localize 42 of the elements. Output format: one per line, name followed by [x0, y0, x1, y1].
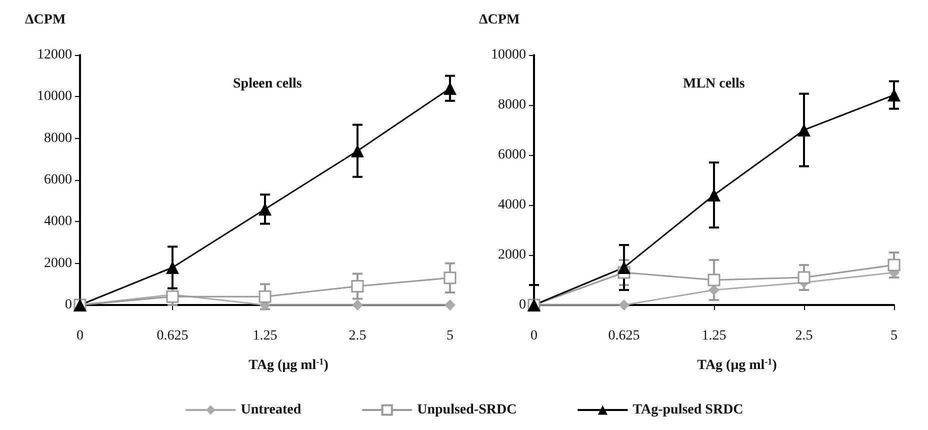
- x-tick-label: 0: [530, 328, 538, 344]
- y-tick-label: 4000: [498, 198, 526, 212]
- point: [258, 202, 272, 216]
- legend-label: Untreated: [240, 402, 302, 418]
- x-tick-label: 1.25: [252, 328, 278, 344]
- x-tick-label: 5: [446, 328, 454, 344]
- point: [166, 290, 179, 303]
- y-tick-label: 0: [65, 298, 72, 312]
- point: [708, 284, 720, 296]
- point: [352, 300, 363, 310]
- point: [444, 272, 456, 284]
- point: [444, 300, 456, 310]
- x-tick-label: 0: [76, 328, 84, 344]
- y-tick-label: 8000: [44, 130, 72, 146]
- y-tick-label: 0: [519, 298, 526, 312]
- y-axis-title: ΔCPM: [479, 12, 520, 28]
- y-tick-label: 10000: [491, 48, 526, 62]
- y-tick-label: 6000: [44, 172, 72, 188]
- x-tick-label: 5: [890, 328, 898, 344]
- legend-label: TAg-pulsed SRDC: [632, 402, 744, 418]
- y-tick-label: 10000: [37, 89, 72, 104]
- y-tick-label: 2000: [498, 248, 526, 262]
- point: [888, 258, 900, 272]
- y-tick-label: 2000: [44, 256, 72, 271]
- y-tick-label: 4000: [44, 214, 72, 230]
- x-tick-label: 0.625: [608, 328, 640, 344]
- point: [351, 280, 364, 292]
- x-tick-label: 2.5: [795, 328, 813, 344]
- point: [258, 290, 272, 303]
- y-tick-label: 6000: [498, 148, 526, 162]
- x-tick-label: 1.25: [702, 328, 726, 344]
- x-tick-label: 2.5: [348, 328, 366, 344]
- text: MLN cells: [683, 76, 746, 92]
- text: Spleen cells: [233, 76, 302, 92]
- x-tick-label: 0.625: [156, 328, 188, 344]
- legend-label: Unpulsed-SRDC: [417, 402, 517, 418]
- point: [618, 300, 630, 310]
- y-tick-label: 8000: [498, 98, 526, 112]
- point: [708, 274, 720, 286]
- point: [798, 271, 810, 284]
- y-axis-title: ΔCPM: [25, 12, 66, 28]
- y-tick-label: 12000: [37, 48, 72, 62]
